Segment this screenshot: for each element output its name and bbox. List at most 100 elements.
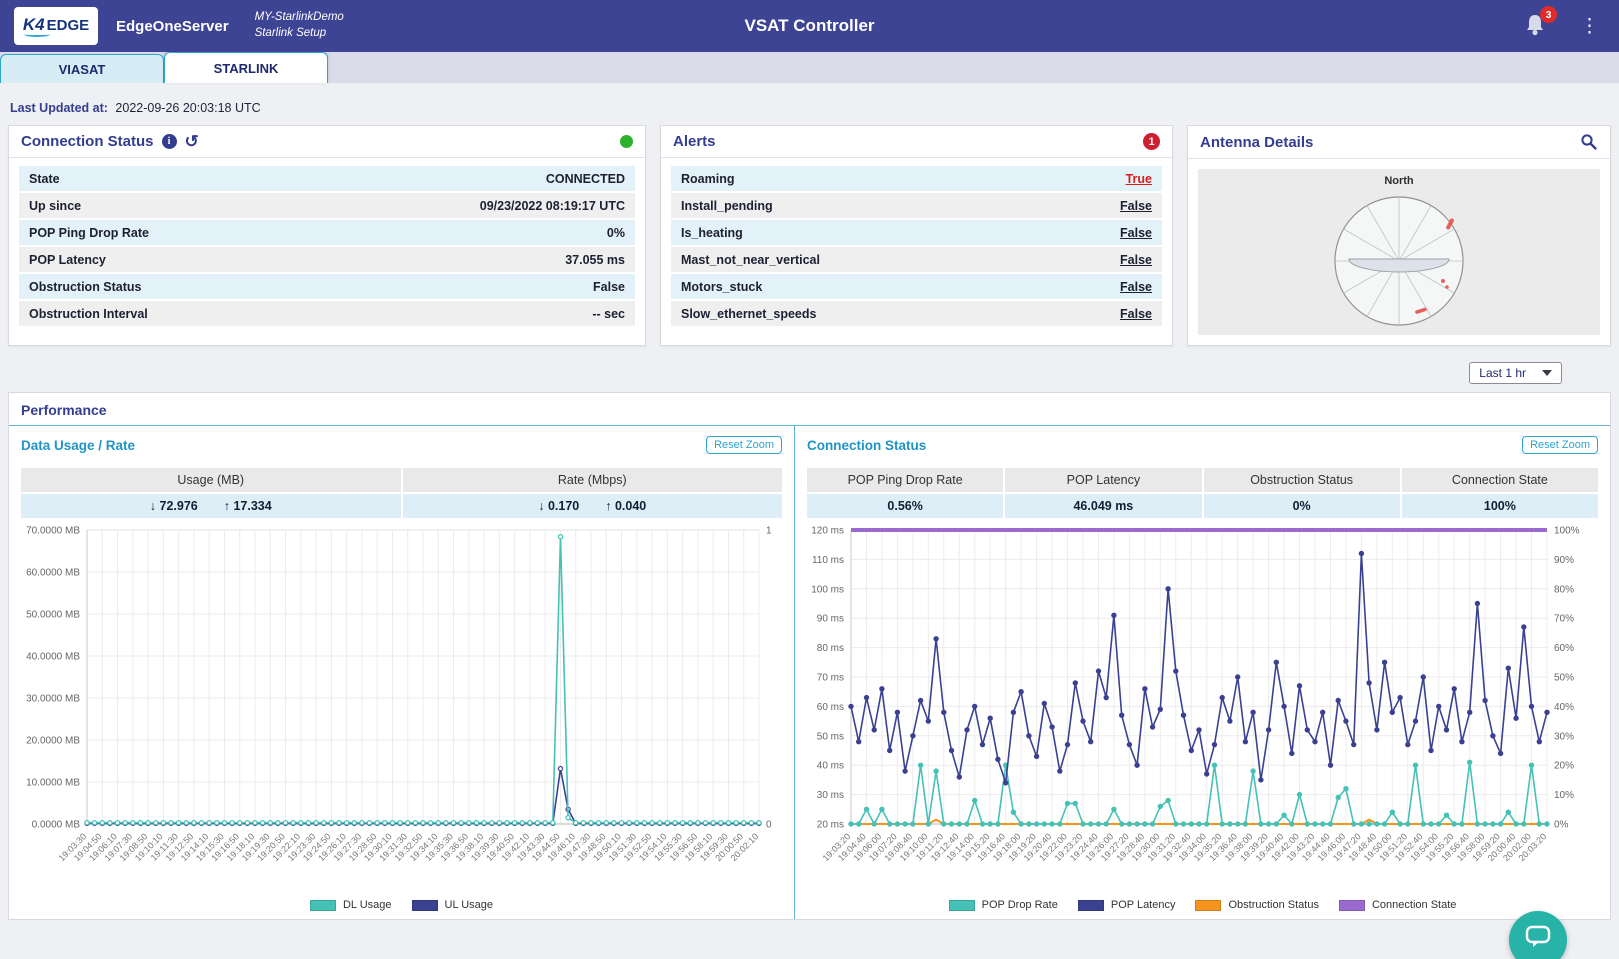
legend-item[interactable]: POP Latency xyxy=(1078,899,1176,911)
performance-panel: Performance Data Usage / Rate Reset Zoom… xyxy=(8,392,1611,920)
legend-swatch xyxy=(949,900,975,911)
table-row: Motors_stuck False xyxy=(671,274,1162,299)
kebab-menu-icon[interactable]: ⋮ xyxy=(1574,17,1605,36)
time-range-dropdown[interactable]: Last 1 hr xyxy=(1469,362,1562,384)
svg-text:30 ms: 30 ms xyxy=(817,790,844,801)
alert-value-link[interactable]: False xyxy=(1120,226,1152,240)
table-row: State CONNECTED xyxy=(19,166,635,191)
svg-text:50 ms: 50 ms xyxy=(817,731,844,742)
legend-item[interactable]: Connection State xyxy=(1339,899,1456,911)
data-usage-chart[interactable]: 70.0000 MB60.0000 MB50.0000 MB40.0000 MB… xyxy=(9,522,794,899)
top-navbar: K4 EDGE EdgeOneServer MY-StarlinkDemo St… xyxy=(0,0,1619,52)
data-usage-legend: DL Usage UL Usage xyxy=(9,899,794,919)
svg-text:80%: 80% xyxy=(1554,584,1574,595)
rate-upload: ↑ 0.040 xyxy=(605,499,646,513)
table-row: Obstruction Status False xyxy=(19,274,635,299)
table-row: Slow_ethernet_speeds False xyxy=(671,301,1162,326)
chart-canvas: 120 ms110 ms100 ms90 ms80 ms70 ms60 ms50… xyxy=(799,522,1589,894)
table-row: POP Ping Drop Rate 0% xyxy=(19,220,635,245)
legend-swatch xyxy=(412,900,438,911)
alerts-title: Alerts xyxy=(673,133,716,150)
table-row: Up since 09/23/2022 08:19:17 UTC xyxy=(19,193,635,218)
legend-item[interactable]: POP Drop Rate xyxy=(949,899,1058,911)
svg-text:60 ms: 60 ms xyxy=(817,702,844,713)
usage-stats-table: Usage (MB) ↓ 72.976 ↑ 17.334 Rate (Mbps)… xyxy=(21,468,782,518)
column-header: POP Latency xyxy=(1005,468,1201,492)
legend-item[interactable]: DL Usage xyxy=(310,899,392,911)
chat-icon xyxy=(1523,921,1553,951)
column-header: Usage (MB) xyxy=(21,468,401,492)
usage-upload: ↑ 17.334 xyxy=(224,499,272,513)
obstruction-status-value: 0% xyxy=(1293,499,1311,513)
legend-label: DL Usage xyxy=(343,899,392,911)
reset-zoom-button[interactable]: Reset Zoom xyxy=(1522,436,1598,454)
svg-text:10.0000 MB: 10.0000 MB xyxy=(26,778,80,789)
svg-text:30%: 30% xyxy=(1554,731,1574,742)
antenna-details-title: Antenna Details xyxy=(1200,134,1313,151)
search-icon[interactable] xyxy=(1580,133,1598,151)
notifications-button[interactable]: 3 xyxy=(1524,13,1548,39)
connection-chart-title: Connection Status xyxy=(807,438,926,453)
svg-text:50%: 50% xyxy=(1554,673,1574,684)
svg-text:60.0000 MB: 60.0000 MB xyxy=(26,568,80,579)
table-row: Install_pending False xyxy=(671,193,1162,218)
alert-value-link[interactable]: False xyxy=(1120,280,1152,294)
notification-badge: 3 xyxy=(1540,6,1557,23)
radar-chart: North xyxy=(1199,171,1599,333)
compass-north-label: North xyxy=(1384,175,1414,187)
legend-swatch xyxy=(1339,900,1365,911)
pop-drop-rate-value: 0.56% xyxy=(887,499,922,513)
svg-text:90%: 90% xyxy=(1554,555,1574,566)
alerts-card: Alerts 1 Roaming True Install_pending Fa… xyxy=(660,125,1173,346)
table-row: Mast_not_near_vertical False xyxy=(671,247,1162,272)
legend-label: Connection State xyxy=(1372,899,1456,911)
svg-text:10%: 10% xyxy=(1554,790,1574,801)
legend-swatch xyxy=(1078,900,1104,911)
svg-text:40 ms: 40 ms xyxy=(817,761,844,772)
legend-label: Obstruction Status xyxy=(1228,899,1319,911)
column-header: POP Ping Drop Rate xyxy=(807,468,1003,492)
tab-viasat[interactable]: VIASAT xyxy=(0,54,164,83)
connection-state-value: 100% xyxy=(1484,499,1516,513)
connected-status-dot xyxy=(620,135,633,148)
rate-download: ↓ 0.170 xyxy=(538,499,579,513)
legend-label: POP Drop Rate xyxy=(982,899,1058,911)
legend-label: UL Usage xyxy=(445,899,494,911)
alerts-count-badge: 1 xyxy=(1143,133,1160,150)
legend-item[interactable]: UL Usage xyxy=(412,899,494,911)
performance-title: Performance xyxy=(9,393,1610,425)
time-range-value: Last 1 hr xyxy=(1479,366,1526,380)
pop-latency-value: 46.049 ms xyxy=(1073,499,1133,513)
svg-text:100 ms: 100 ms xyxy=(811,584,844,595)
svg-text:40%: 40% xyxy=(1554,702,1574,713)
connection-status-section: Connection Status Reset Zoom POP Ping Dr… xyxy=(795,426,1610,919)
info-icon[interactable]: i xyxy=(162,134,177,149)
connection-status-legend: POP Drop Rate POP Latency Obstruction Stat… xyxy=(795,899,1610,919)
alert-value-link[interactable]: False xyxy=(1120,307,1152,321)
legend-item[interactable]: Obstruction Status xyxy=(1195,899,1319,911)
legend-label: POP Latency xyxy=(1111,899,1176,911)
svg-text:20 ms: 20 ms xyxy=(817,820,844,831)
table-row: Roaming True xyxy=(671,166,1162,191)
alert-value-link[interactable]: False xyxy=(1120,199,1152,213)
svg-text:1: 1 xyxy=(766,526,772,537)
connection-status-chart[interactable]: 120 ms110 ms100 ms90 ms80 ms70 ms60 ms50… xyxy=(795,522,1610,899)
table-row: POP Latency 37.055 ms xyxy=(19,247,635,272)
reset-zoom-button[interactable]: Reset Zoom xyxy=(706,436,782,454)
antenna-details-card: Antenna Details North xyxy=(1187,125,1611,346)
svg-text:120 ms: 120 ms xyxy=(811,526,844,537)
last-updated-label: Last Updated at: xyxy=(10,101,108,115)
connection-stats-table: POP Ping Drop Rate 0.56% POP Latency 46.… xyxy=(807,468,1598,518)
svg-text:90 ms: 90 ms xyxy=(817,614,844,625)
data-usage-title: Data Usage / Rate xyxy=(21,438,135,453)
svg-text:0: 0 xyxy=(766,820,772,831)
tab-starlink[interactable]: STARLINK xyxy=(164,52,328,83)
alert-value-link[interactable]: True xyxy=(1126,172,1152,186)
table-row: Is_heating False xyxy=(671,220,1162,245)
chart-canvas: 70.0000 MB60.0000 MB50.0000 MB40.0000 MB… xyxy=(13,522,783,894)
refresh-icon[interactable]: ↺ xyxy=(185,133,199,150)
svg-text:50.0000 MB: 50.0000 MB xyxy=(26,610,80,621)
svg-text:100%: 100% xyxy=(1554,526,1580,537)
last-updated: Last Updated at: 2022-09-26 20:03:18 UTC xyxy=(10,101,1619,115)
alert-value-link[interactable]: False xyxy=(1120,253,1152,267)
